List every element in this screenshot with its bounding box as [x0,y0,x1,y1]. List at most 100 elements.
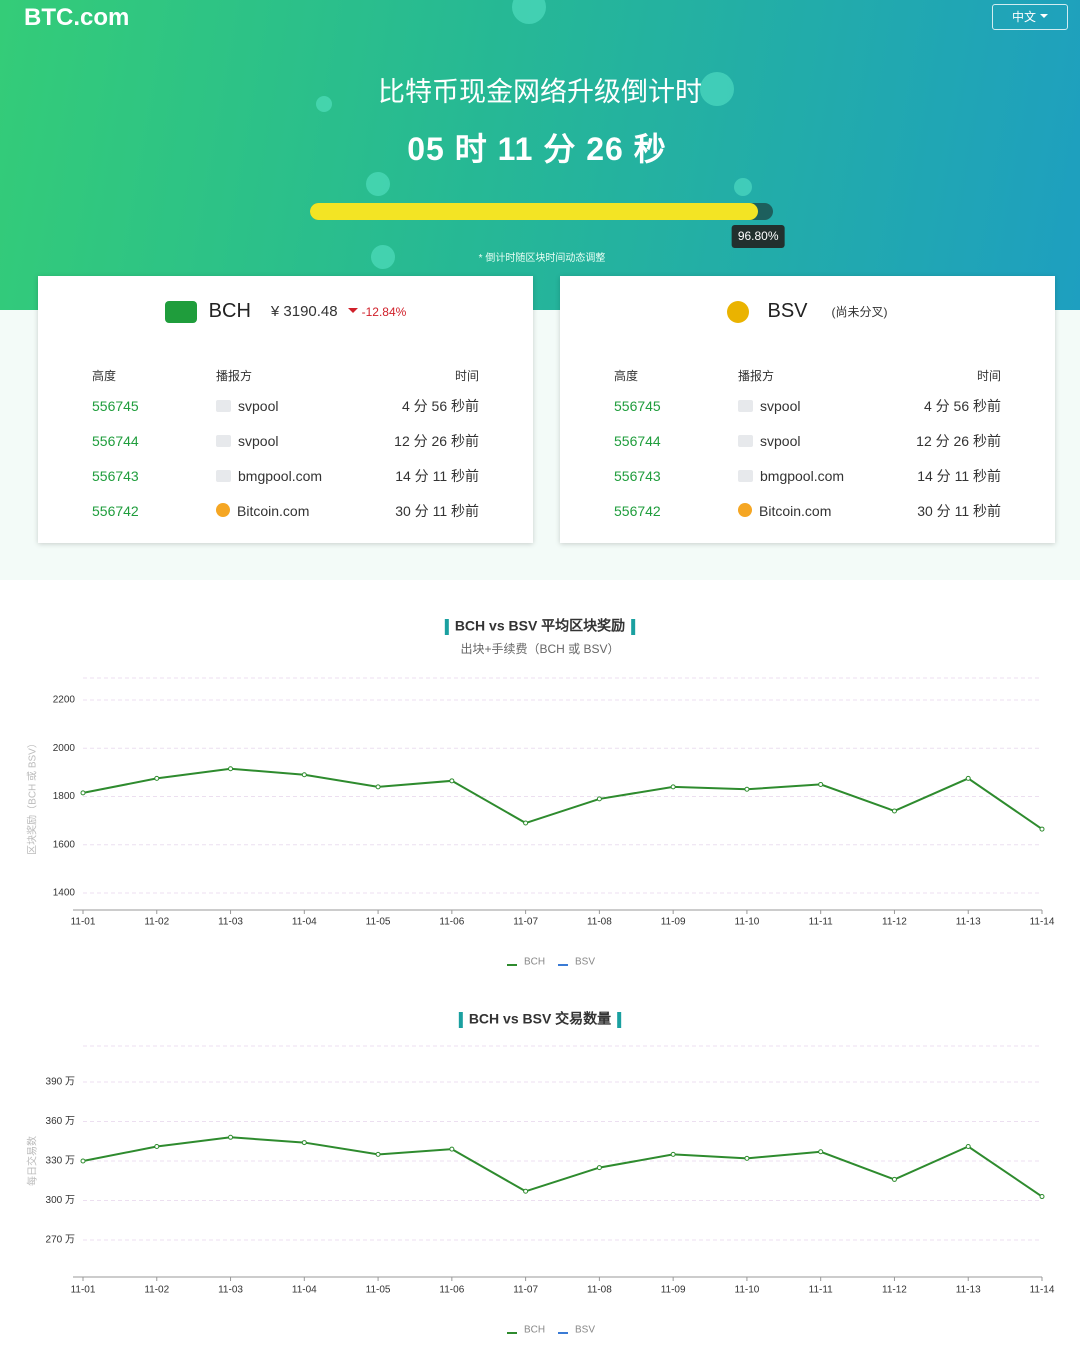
column-header: 高度 [92,368,117,383]
data-point [891,808,897,814]
column-header: 播报方 [738,368,775,383]
cell-text: Bitcoin.com [759,502,832,519]
block-height[interactable]: 556742 [613,493,737,528]
logo[interactable]: BTC.com [24,4,130,31]
coin-icon [164,300,197,323]
y-tick-label: 330 万 [46,1156,75,1167]
legend-label: BCH [524,957,545,968]
time: 14 分 11 秒前 [362,458,480,493]
pool-icon [738,399,753,412]
column-header: 时间 [454,368,479,383]
chart-title: BCH vs BSV 交易数量 [469,1011,611,1027]
block-row: 556742 Bitcoin.com 30 分 11 秒前 [91,493,480,528]
column-header: 时间 [976,368,1001,383]
column-header: 高度 [614,368,639,383]
data-point [965,1144,971,1150]
x-tick-label: 11-13 [956,917,981,928]
data-point [1039,826,1045,832]
bsv-card: BSV (尚未分叉) 高度 播报方 时间 556745 svpool 4 分 56 秒前 55… [560,276,1055,543]
time: 30 分 11 秒前 [362,493,480,528]
block-height[interactable]: 556742 [91,493,215,528]
time: 4 分 56 秒前 [884,388,1002,423]
coin-status: (尚未分叉) [831,305,888,320]
y-tick-label: 390 万 [46,1077,75,1088]
y-tick-label: 1400 [53,888,76,899]
title-bar [631,619,636,635]
data-point [818,1149,824,1155]
cell-text: Bitcoin.com [237,502,310,519]
cell-text: svpool [238,397,279,414]
cell-text: 556744 [614,432,661,449]
cell-text: svpool [238,432,279,449]
cell-text: 556743 [92,467,139,484]
cell-text: 556742 [614,502,661,519]
cell-text: bmgpool.com [760,467,845,484]
bch-card: BCH ¥ 3190.48 -12.84% 高度 播报方 时间 556745 svpool 4… [38,276,533,543]
pool: Bitcoin.com [737,493,884,528]
block-height[interactable]: 556743 [613,458,737,493]
time: 30 分 11 秒前 [884,493,1002,528]
cell-text: svpool [760,432,801,449]
data-point [375,784,381,790]
card-head: BSV (尚未分叉) [560,300,1055,323]
y-axis-title: 区块奖励（BCH 或 BSV） [26,738,39,855]
decor [366,172,390,196]
data-point [670,1151,676,1157]
y-tick-label: 270 万 [46,1235,75,1246]
cell-text: 14 分 11 秒前 [917,467,1001,484]
legend-label: BSV [575,957,595,968]
decor [512,0,546,24]
column-header: 播报方 [216,368,253,383]
x-tick-label: 11-11 [809,917,834,928]
progress-track [310,203,773,220]
chart-subtitle: 出块+手续费（BCH 或 BSV） [460,642,619,656]
hero: BTC.com 中文 比特币现金网络升级倒计时 05 时 11 分 26 秒 9… [0,0,1080,310]
pool: bmgpool.com [737,458,884,493]
data-point [596,796,602,802]
block-row: 556745 svpool 4 分 56 秒前 [91,388,480,423]
cell-text: 556742 [92,502,139,519]
data-point [154,1144,160,1150]
cell-text: bmgpool.com [238,467,323,484]
data-point [523,1188,529,1194]
title-bar [444,619,449,635]
pool-icon [738,469,753,482]
pool: Bitcoin.com [215,493,362,528]
block-row: 556744 svpool 12 分 26 秒前 [613,423,1002,458]
pool: svpool [737,423,884,458]
card-head: BCH ¥ 3190.48 -12.84% [38,300,533,323]
block-height[interactable]: 556744 [613,423,737,458]
block-height[interactable]: 556744 [91,423,215,458]
data-point [301,1140,307,1146]
block-height[interactable]: 556745 [613,388,737,423]
data-point [375,1151,381,1157]
block-table: 高度 播报方 时间 556745 svpool 4 分 56 秒前 556744 svpool… [91,362,480,528]
block-row: 556743 bmgpool.com 14 分 11 秒前 [613,458,1002,493]
chart-title: BCH vs BSV 平均区块奖励 [455,618,625,634]
x-tick-label: 11-03 [218,1285,243,1296]
x-tick-label: 11-14 [1030,917,1055,928]
x-tick-label: 11-07 [513,1285,538,1296]
pool-icon [216,399,231,412]
block-row: 556742 Bitcoin.com 30 分 11 秒前 [613,493,1002,528]
data-point [154,775,160,781]
data-point [523,820,529,826]
block-row: 556745 svpool 4 分 56 秒前 [613,388,1002,423]
x-tick-label: 11-01 [71,1285,96,1296]
x-tick-label: 11-12 [882,1285,907,1296]
block-height[interactable]: 556743 [91,458,215,493]
pool-icon [738,434,753,447]
legend-label: BCH [524,1325,545,1336]
x-tick-label: 11-10 [735,1285,760,1296]
cell-text: 14 分 11 秒前 [395,467,479,484]
coin-name: BCH [208,300,251,323]
coin-price: ¥ 3190.48 [270,303,338,321]
x-tick-label: 11-06 [439,1285,464,1296]
series-line [82,767,1043,830]
block-height[interactable]: 556745 [91,388,215,423]
coin-name: BSV [767,300,808,323]
x-tick-label: 11-01 [71,917,96,928]
language-select[interactable]: 中文 [992,4,1068,30]
progress-fill [310,203,759,220]
y-tick-label: 2000 [53,743,76,754]
